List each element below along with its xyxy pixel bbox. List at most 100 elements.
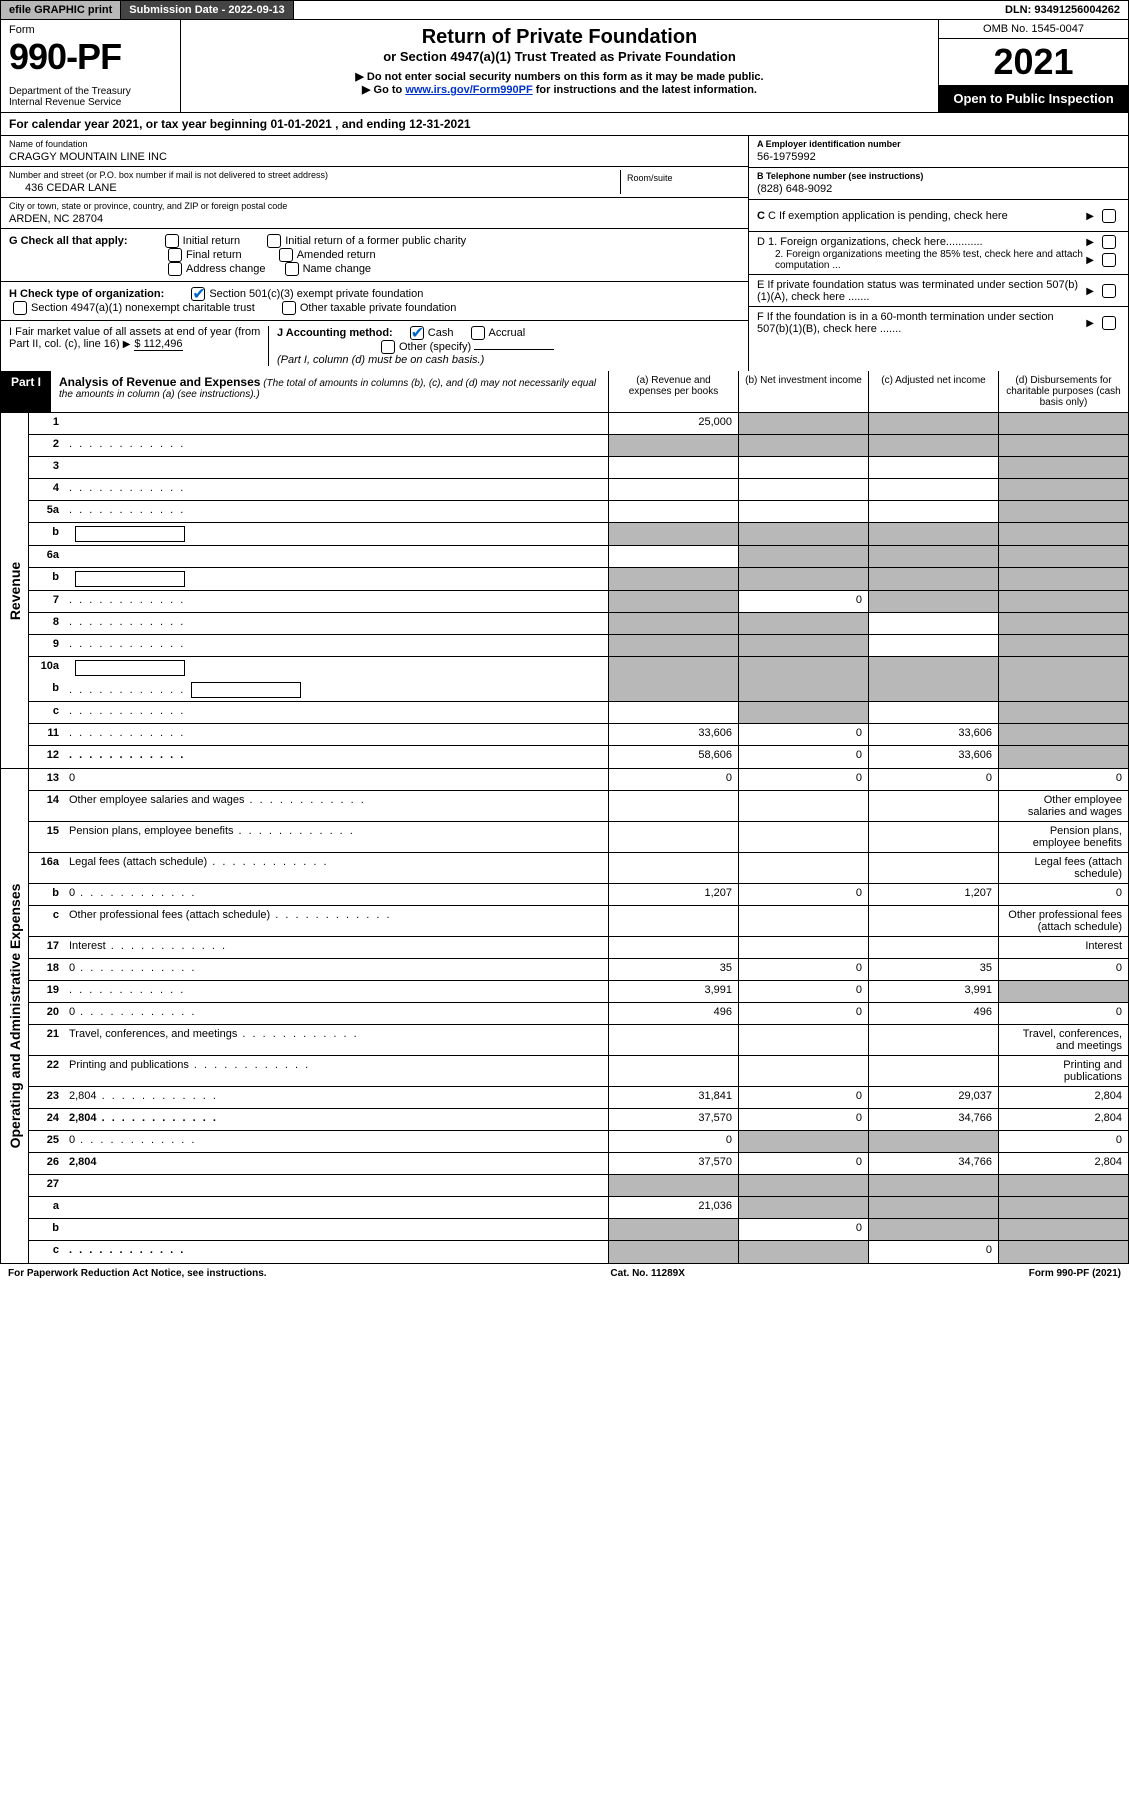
row-desc (63, 746, 608, 768)
cell-a (608, 1056, 738, 1086)
table-row: 242,80437,570034,7662,804 (29, 1109, 1128, 1131)
name-change-checkbox[interactable] (285, 262, 299, 276)
col-b-header: (b) Net investment income (738, 371, 868, 412)
row-desc (63, 1219, 608, 1240)
row-number: b (29, 568, 63, 590)
cell-b (738, 523, 868, 545)
row-desc: 0 (63, 1131, 608, 1152)
row-desc: Other professional fees (attach schedule… (63, 906, 608, 936)
cell-c (868, 435, 998, 456)
cell-a: 33,606 (608, 724, 738, 745)
d2-checkbox[interactable] (1102, 253, 1116, 267)
cell-b: 0 (738, 724, 868, 745)
row-desc (63, 435, 608, 456)
form-link[interactable]: www.irs.gov/Form990PF (405, 84, 532, 96)
amended-return-checkbox[interactable] (279, 248, 293, 262)
cell-a (608, 546, 738, 567)
submission-date: Submission Date - 2022-09-13 (121, 1, 293, 19)
cell-b (738, 937, 868, 958)
table-row: 21Travel, conferences, and meetingsTrave… (29, 1025, 1128, 1056)
dln: DLN: 93491256004262 (997, 1, 1128, 19)
section-f: F If the foundation is in a 60-month ter… (757, 311, 1086, 335)
cell-b (738, 479, 868, 500)
cell-d (998, 613, 1128, 634)
accrual-checkbox[interactable] (471, 326, 485, 340)
row-desc (63, 1175, 608, 1196)
foundation-name-label: Name of foundation (9, 139, 740, 149)
d1-checkbox[interactable] (1102, 235, 1116, 249)
dept-treasury: Department of the Treasury Internal Reve… (9, 86, 172, 108)
row-desc (63, 1197, 608, 1218)
e-checkbox[interactable] (1102, 284, 1116, 298)
501c3-checkbox[interactable] (191, 287, 205, 301)
cash-checkbox[interactable] (410, 326, 424, 340)
4947a1-checkbox[interactable] (13, 301, 27, 315)
table-row: 27 (29, 1175, 1128, 1197)
row-number: 23 (29, 1087, 63, 1108)
other-method-checkbox[interactable] (381, 340, 395, 354)
cell-c (868, 822, 998, 852)
cell-c: 33,606 (868, 724, 998, 745)
cell-b (738, 1025, 868, 1055)
row-number: 12 (29, 746, 63, 768)
tel-label: B Telephone number (see instructions) (757, 171, 1120, 181)
fmv-value: $ 112,496 (134, 338, 182, 351)
row-number: 13 (29, 769, 63, 790)
cell-d (998, 523, 1128, 545)
row-number: 25 (29, 1131, 63, 1152)
cell-b (738, 568, 868, 590)
row-number: b (29, 679, 63, 701)
cell-a: 496 (608, 1003, 738, 1024)
cell-a (608, 1219, 738, 1240)
table-row: b (29, 568, 1128, 591)
room-suite-label: Room/suite (620, 170, 740, 194)
final-return-checkbox[interactable] (168, 248, 182, 262)
cell-c (868, 613, 998, 634)
cell-b (738, 657, 868, 679)
ein-label: A Employer identification number (757, 139, 1120, 149)
cell-b (738, 635, 868, 656)
cell-b: 0 (738, 959, 868, 980)
col-d-header: (d) Disbursements for charitable purpose… (998, 371, 1128, 412)
cell-c (868, 702, 998, 723)
table-row: 11 33,606033,606 (29, 724, 1128, 746)
row-number: c (29, 1241, 63, 1263)
section-g: G Check all that apply: Initial return I… (1, 229, 748, 282)
cell-b: 0 (738, 1219, 868, 1240)
cell-c: 29,037 (868, 1087, 998, 1108)
cell-d (998, 657, 1128, 679)
table-row: 9 (29, 635, 1128, 657)
section-h: H Check type of organization: Section 50… (1, 282, 748, 321)
cell-b (738, 853, 868, 883)
row-number: 11 (29, 724, 63, 745)
cell-d (998, 435, 1128, 456)
initial-return-former-checkbox[interactable] (267, 234, 281, 248)
row-number: 3 (29, 457, 63, 478)
row-desc (63, 679, 608, 701)
table-row: 6a (29, 546, 1128, 568)
initial-return-checkbox[interactable] (165, 234, 179, 248)
cell-a (608, 523, 738, 545)
row-desc (63, 657, 608, 679)
row-number: 17 (29, 937, 63, 958)
table-row: 17InterestInterest (29, 937, 1128, 959)
form-title: Return of Private Foundation (191, 26, 928, 49)
table-row: 1258,606033,606 (29, 746, 1128, 768)
f-checkbox[interactable] (1102, 316, 1116, 330)
expenses-sidelabel: Operating and Administrative Expenses (7, 884, 23, 1149)
cell-c (868, 1197, 998, 1218)
cell-b (738, 1131, 868, 1152)
cell-d: Pension plans, employee benefits (998, 822, 1128, 852)
cell-c (868, 853, 998, 883)
cell-c (868, 413, 998, 434)
cell-b: 0 (738, 1003, 868, 1024)
table-row: 15Pension plans, employee benefitsPensio… (29, 822, 1128, 853)
address-change-checkbox[interactable] (168, 262, 182, 276)
section-d2: 2. Foreign organizations meeting the 85%… (775, 249, 1086, 271)
cell-a (608, 1241, 738, 1263)
other-taxable-checkbox[interactable] (282, 301, 296, 315)
city-value: ARDEN, NC 28704 (9, 213, 740, 225)
cell-b (738, 906, 868, 936)
c-checkbox[interactable] (1102, 209, 1116, 223)
page-footer: For Paperwork Reduction Act Notice, see … (0, 1264, 1129, 1283)
